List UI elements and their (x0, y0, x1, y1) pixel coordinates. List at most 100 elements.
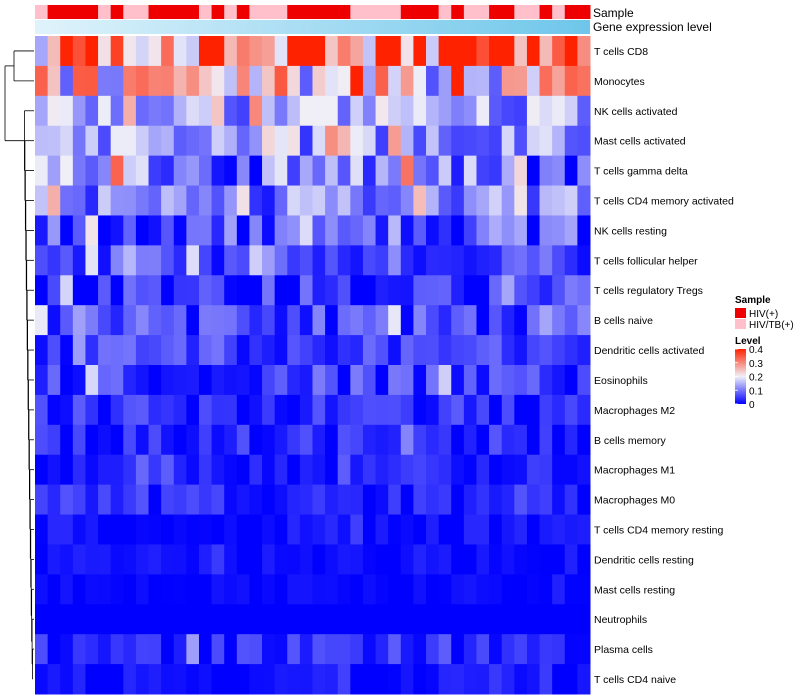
heatmap-cell (47, 95, 61, 127)
heatmap-cell (388, 95, 402, 127)
heatmap-cell (224, 335, 238, 366)
heatmap-cell (552, 484, 566, 516)
sample-annotation-cell (426, 5, 440, 19)
heatmap-cell (35, 185, 49, 216)
heatmap-cell (287, 664, 301, 695)
heatmap-cell (249, 335, 263, 366)
heatmap-cell (438, 454, 452, 486)
heatmap-cell (526, 95, 541, 127)
heatmap-cell (325, 424, 339, 456)
heatmap-cell (224, 454, 238, 486)
heatmap-cell (362, 275, 377, 306)
heatmap-cell (98, 36, 112, 67)
heatmap-cell (337, 604, 351, 635)
heatmap-cell (161, 514, 175, 545)
heatmap-cell (375, 125, 389, 157)
sample-annotation-cell (564, 5, 578, 19)
heatmap-cell (198, 245, 213, 276)
heatmap-cell (173, 574, 187, 605)
heatmap-cell (400, 394, 414, 426)
heatmap-cell (299, 275, 313, 306)
heatmap-cell (287, 634, 301, 665)
heatmap-cell (161, 634, 175, 665)
row-label: Dendritic cells resting (594, 554, 694, 566)
heatmap-cell (438, 245, 452, 276)
heatmap-cell (413, 514, 427, 545)
heatmap-cell (564, 394, 578, 426)
heatmap-cell (539, 514, 553, 545)
heatmap-cell (287, 95, 301, 127)
heatmap-cell (148, 245, 162, 276)
heatmap-cell (186, 155, 200, 187)
legend-tick-label: 0 (749, 400, 755, 411)
sample-annotation-cell (85, 5, 99, 19)
heatmap-cell (85, 155, 99, 187)
heatmap-cell (72, 275, 86, 306)
heatmap-cell (287, 65, 301, 97)
heatmap-cell (274, 394, 288, 426)
heatmap-cell (312, 454, 326, 486)
heatmap-cell (148, 335, 162, 366)
row-label: T cells CD8 (594, 46, 648, 58)
heatmap-cell (337, 454, 351, 486)
sample-annotation-cell (375, 5, 389, 19)
heatmap-cell (539, 484, 553, 516)
heatmap-cell (337, 305, 351, 336)
heatmap-cell (110, 574, 124, 605)
heatmap-cell (198, 305, 213, 336)
heatmap-cell (476, 454, 490, 486)
sample-track-label: Sample (593, 6, 634, 20)
heatmap-cell (299, 424, 313, 456)
heatmap-cell (476, 604, 490, 635)
heatmap-cell (388, 335, 402, 366)
heatmap-cell (337, 245, 351, 276)
heatmap-cell (552, 664, 566, 695)
heatmap-cell (173, 155, 187, 187)
heatmap-cell (426, 275, 440, 306)
heatmap-cell (476, 65, 490, 97)
heatmap-cell (438, 36, 452, 67)
row-label: T cells follicular helper (594, 255, 698, 267)
heatmap-cell (47, 574, 61, 605)
heatmap-cell (274, 65, 288, 97)
heatmap-cell (287, 125, 301, 157)
heatmap-cell (564, 305, 578, 336)
heatmap-cell (350, 424, 364, 456)
heatmap-cell (426, 484, 440, 516)
heatmap-cell (463, 424, 477, 456)
heatmap-cell (350, 125, 364, 157)
heatmap-cell (287, 454, 301, 486)
heatmap-cell (60, 514, 74, 545)
heatmap-cell (85, 185, 99, 216)
heatmap-cell (35, 424, 49, 456)
heatmap-cell (375, 514, 389, 545)
heatmap-cell (148, 424, 162, 456)
heatmap-cell (362, 604, 377, 635)
heatmap-cell (577, 275, 591, 306)
heatmap-cell (47, 544, 61, 575)
heatmap-cell (211, 155, 225, 187)
heatmap-cell (249, 514, 263, 545)
heatmap-cell (564, 185, 578, 216)
heatmap-cell (123, 394, 137, 426)
heatmap-cell (224, 514, 238, 545)
heatmap-cell (262, 394, 276, 426)
heatmap-cell (161, 365, 175, 396)
heatmap-cell (426, 335, 440, 366)
heatmap-cell (211, 215, 225, 246)
sample-annotation-cell (577, 5, 591, 19)
heatmap-cell (47, 245, 61, 276)
heatmap-cell (148, 95, 162, 127)
heatmap-cell (287, 484, 301, 516)
heatmap-cell (287, 155, 301, 187)
heatmap-cell (489, 574, 503, 605)
heatmap-cell (539, 36, 553, 67)
heatmap-cell (514, 484, 528, 516)
heatmap-cell (514, 125, 528, 157)
heatmap-cell (438, 215, 452, 246)
heatmap-cell (577, 305, 591, 336)
heatmap-cell (451, 454, 465, 486)
heatmap-cell (173, 484, 187, 516)
heatmap-cell (198, 335, 213, 366)
heatmap-cell (325, 574, 339, 605)
